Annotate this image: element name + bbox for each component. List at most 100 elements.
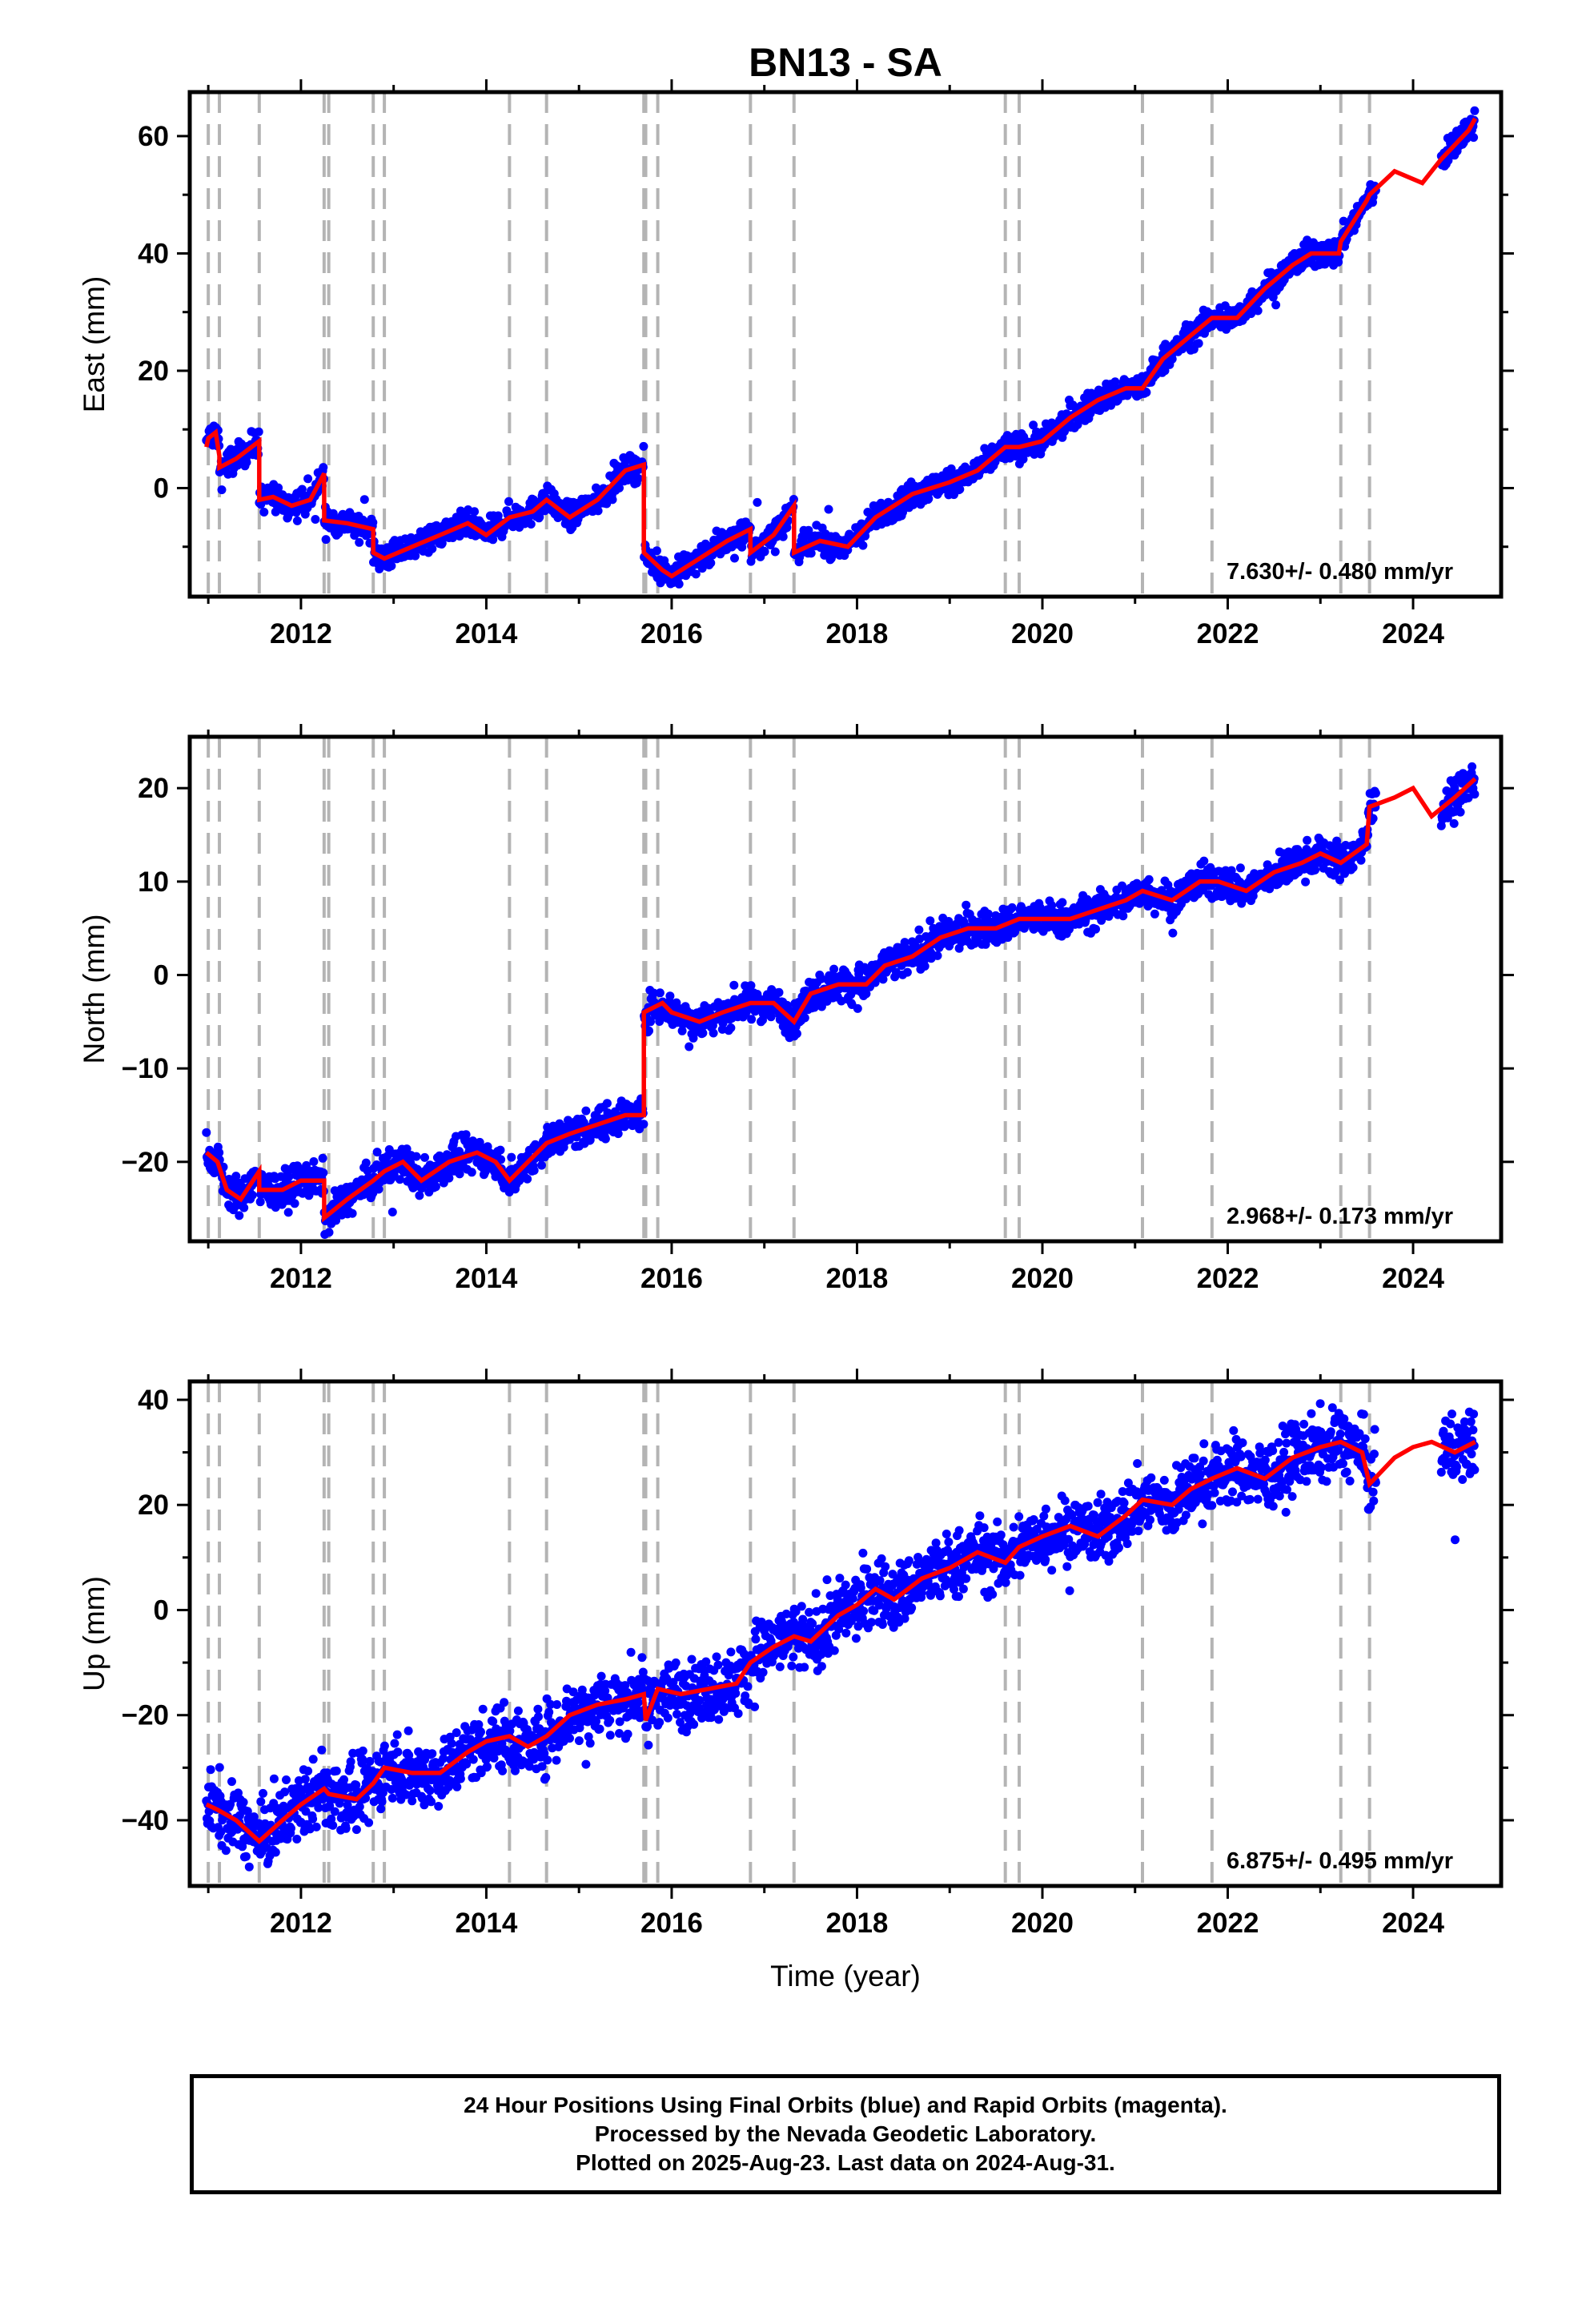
position-point <box>1450 783 1460 793</box>
position-point <box>215 1148 224 1157</box>
position-point <box>691 569 701 579</box>
north-panel: 2012 2014 2016 2018 2020 2022 2024−20−1001020N… <box>78 724 1514 1294</box>
y-tick-label: 0 <box>154 960 169 991</box>
plot-frame <box>187 90 1504 599</box>
position-point <box>328 1820 338 1830</box>
y-axis-label: North (mm) <box>78 914 110 1063</box>
position-point <box>249 1812 259 1822</box>
x-tick-label: 2020 <box>1011 1263 1074 1294</box>
position-point <box>256 1797 266 1807</box>
position-point <box>633 474 643 483</box>
position-point <box>221 1846 231 1856</box>
position-point <box>955 485 965 494</box>
position-point <box>1265 884 1275 894</box>
position-point <box>665 991 675 1001</box>
position-point <box>347 1208 357 1218</box>
y-tick-label: 20 <box>138 356 169 387</box>
x-tick-label: 2016 <box>640 1263 703 1294</box>
y-tick-label: −20 <box>122 1147 169 1178</box>
position-point <box>730 553 739 563</box>
position-point <box>428 544 437 553</box>
position-point <box>655 1017 665 1026</box>
x-tick-label: 2012 <box>270 1263 332 1294</box>
position-point <box>504 497 513 506</box>
chart-title: BN13 - SA <box>749 40 942 85</box>
position-point <box>909 500 918 509</box>
position-point <box>706 558 716 568</box>
position-point <box>239 1798 248 1807</box>
position-point <box>1469 133 1479 143</box>
position-point <box>420 1152 429 1162</box>
position-point <box>535 513 544 522</box>
position-point <box>1339 216 1348 226</box>
position-point <box>685 1042 694 1051</box>
position-point <box>646 1017 655 1027</box>
position-point <box>247 1190 257 1200</box>
velocity-label: 7.630+/- 0.480 mm/yr <box>1227 559 1453 585</box>
position-point <box>331 1766 341 1775</box>
velocity-label: 2.968+/- 0.173 mm/yr <box>1227 1204 1453 1229</box>
position-point <box>496 1145 505 1155</box>
position-point <box>902 967 912 977</box>
position-point <box>319 463 328 472</box>
x-tick-label: 2024 <box>1382 618 1444 649</box>
x-tick-label: 2024 <box>1382 1263 1444 1294</box>
position-point <box>355 537 364 547</box>
position-point <box>274 483 283 493</box>
position-point <box>983 909 993 919</box>
position-point <box>217 485 227 495</box>
position-point <box>649 988 658 998</box>
position-point <box>1335 875 1344 885</box>
position-point <box>303 1767 313 1775</box>
position-point <box>241 1852 251 1861</box>
position-points <box>202 1399 1480 1872</box>
position-point <box>317 1745 327 1755</box>
position-point <box>1058 898 1067 907</box>
position-point <box>766 1012 776 1022</box>
position-point <box>824 505 833 514</box>
position-point <box>655 988 665 998</box>
position-point <box>287 1823 295 1833</box>
position-point <box>853 1003 862 1013</box>
y-tick-label: 60 <box>138 121 169 152</box>
position-point <box>608 495 617 505</box>
position-point <box>526 520 536 529</box>
x-tick-label: 2014 <box>455 618 517 649</box>
position-point <box>372 1148 382 1157</box>
position-point <box>1271 300 1281 310</box>
position-point <box>259 1788 267 1798</box>
position-point <box>709 1028 718 1038</box>
position-point <box>1303 835 1312 845</box>
position-point <box>615 483 624 493</box>
position-point <box>729 980 739 990</box>
position-point <box>302 1160 311 1170</box>
position-point <box>806 549 816 558</box>
position-point <box>858 541 868 550</box>
position-point <box>861 989 871 999</box>
plot-frame <box>187 734 1504 1244</box>
position-point <box>1470 790 1480 799</box>
east-panel: 2012 2014 2016 2018 2020 2022 20240204060East … <box>78 79 1514 649</box>
position-point <box>644 1026 653 1035</box>
position-point <box>758 1015 767 1025</box>
position-point <box>361 1158 371 1168</box>
position-point <box>770 547 780 557</box>
position-point <box>1194 339 1203 348</box>
position-point <box>1029 420 1038 430</box>
position-point <box>652 546 661 556</box>
y-tick-label: 40 <box>138 238 169 269</box>
position-point <box>593 506 603 516</box>
position-point <box>415 1191 424 1200</box>
x-tick-label: 2020 <box>1011 618 1074 649</box>
position-point <box>1047 901 1057 911</box>
position-point <box>488 535 498 545</box>
position-point <box>325 1801 335 1811</box>
position-point <box>726 1023 736 1032</box>
position-point <box>914 925 924 935</box>
position-point <box>431 1182 440 1192</box>
position-point <box>581 1106 591 1116</box>
position-point <box>412 1152 421 1161</box>
model-fit-line <box>204 117 1478 579</box>
position-point <box>309 1157 319 1166</box>
position-point <box>674 579 684 589</box>
